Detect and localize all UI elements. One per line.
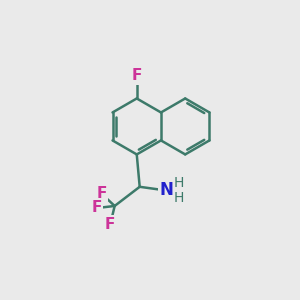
Text: F: F [105, 217, 116, 232]
Text: H: H [173, 191, 184, 205]
Text: N: N [159, 181, 173, 199]
Text: F: F [96, 186, 106, 201]
Text: H: H [173, 176, 184, 190]
Text: F: F [132, 68, 142, 83]
Text: F: F [91, 200, 102, 215]
